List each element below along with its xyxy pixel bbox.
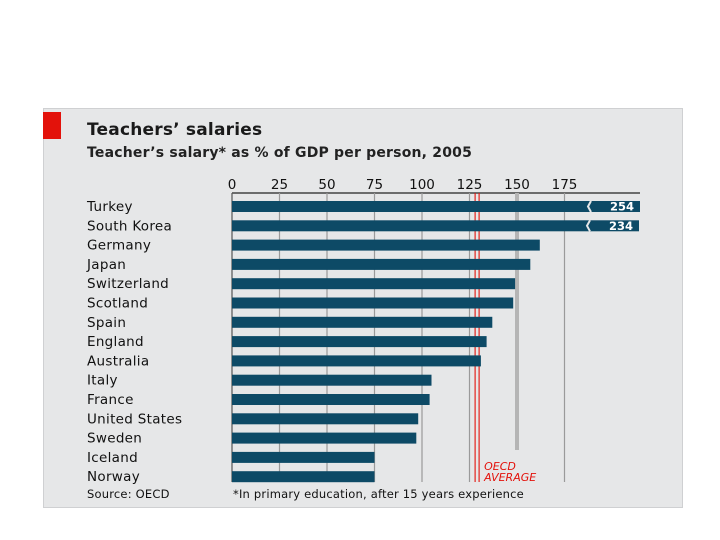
category-label-10: France (87, 392, 134, 408)
x-tick-label-50: 50 (318, 177, 335, 193)
x-tick-label-100: 100 (409, 177, 435, 193)
category-label-14: Norway (87, 469, 140, 485)
value-label-0: 254 (610, 200, 634, 214)
category-label-3: Japan (86, 257, 126, 273)
x-tick-label-0: 0 (228, 177, 237, 193)
chart-source: Source: OECD (87, 487, 170, 501)
bar-7 (232, 336, 487, 348)
chart-footnote: *In primary education, after 15 years ex… (233, 487, 524, 501)
value-label-1: 234 (609, 219, 633, 233)
axis-break-marker-0 (586, 200, 592, 213)
bar-5 (232, 297, 514, 309)
category-label-9: Italy (87, 373, 118, 389)
oecd-average-label-bottom: AVERAGE (483, 471, 536, 484)
x-tick-label-150: 150 (504, 177, 530, 193)
x-tick-label-125: 125 (457, 177, 483, 193)
bar-13 (232, 451, 375, 463)
x-tick-label-25: 25 (271, 177, 288, 193)
bar-2 (232, 239, 540, 251)
bar-11 (232, 413, 419, 425)
category-label-11: United States (87, 411, 182, 427)
bar-0 (232, 201, 640, 212)
category-label-13: Iceland (87, 450, 138, 466)
category-label-1: South Korea (87, 218, 172, 234)
x-tick-label-75: 75 (366, 177, 383, 193)
bar-12 (232, 432, 417, 444)
chart-title: Teachers’ salaries (87, 120, 263, 140)
x-tick-label-175: 175 (552, 177, 578, 193)
brand-accent-bar (43, 112, 61, 139)
category-label-7: England (87, 334, 144, 350)
category-label-0: Turkey (86, 199, 133, 215)
category-label-5: Scotland (87, 296, 148, 312)
category-label-4: Switzerland (87, 276, 169, 292)
oecd-average-label-top: OECD (484, 460, 516, 473)
chart-subtitle: Teacher’s salary* as % of GDP per person… (87, 145, 473, 161)
category-label-2: Germany (87, 238, 151, 254)
bar-3 (232, 258, 531, 270)
bar-1 (232, 220, 639, 232)
category-label-6: Spain (87, 315, 126, 331)
bar-14 (232, 471, 375, 483)
axis-break-marker-1 (585, 219, 591, 232)
bar-6 (232, 316, 493, 328)
category-label-12: Sweden (87, 431, 142, 447)
bar-8 (232, 355, 481, 367)
bar-10 (232, 394, 430, 405)
category-label-8: Australia (87, 353, 149, 369)
bar-4 (232, 278, 516, 290)
bar-9 (232, 374, 432, 386)
